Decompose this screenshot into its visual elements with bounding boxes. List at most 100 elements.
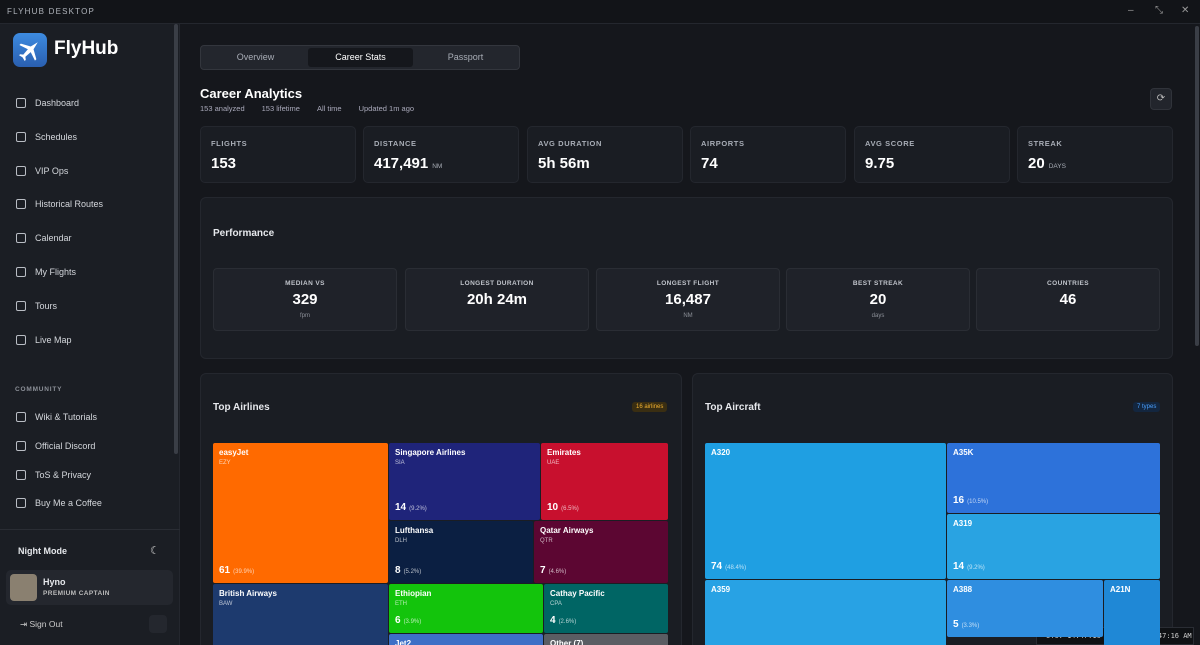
nav-icon (16, 440, 26, 451)
tile-code: CPA (550, 601, 562, 607)
treemap-tile[interactable]: Qatar Airways QTR 7 (4.6%) (534, 521, 668, 583)
section-label: COMMUNITY (15, 386, 63, 393)
tab[interactable]: Overview (203, 48, 308, 67)
tile-name: A359 (711, 585, 731, 594)
performance-card: COUNTRIES 46 (976, 268, 1160, 331)
tile-count-row: 4 (2.6%) (550, 610, 576, 628)
minimize[interactable]: – (1128, 5, 1134, 16)
count-badge: 16 airlines (632, 402, 668, 412)
main-scrollbar (1195, 26, 1199, 346)
treemap-tile[interactable]: A320 74 (48.4%) (705, 443, 946, 579)
app-title: FLYHUB DESKTOP (7, 7, 96, 16)
stat-card: AVG DURATION 5h 56m (527, 126, 683, 183)
tab-label[interactable]: Career Stats (335, 52, 386, 62)
refresh-button[interactable]: ⟳ (1150, 88, 1172, 110)
stat-card: AIRPORTS 74 (690, 126, 846, 183)
tile-code: EZY (219, 460, 231, 466)
tile-name: Ethiopian (395, 589, 432, 598)
logo-plane (19, 42, 38, 61)
tile-name: easyJet (219, 448, 249, 457)
nav-item[interactable]: Dashboard (35, 98, 80, 108)
card-label: BEST STREAK (852, 280, 904, 287)
card-unit: fpm (299, 313, 310, 319)
performance-card: LONGEST FLIGHT 16,487 NM (596, 268, 780, 331)
tile-count: 8 (395, 565, 401, 576)
tile-code: DLH (395, 538, 408, 544)
stat-value: 153 (211, 155, 237, 172)
stat-label: DISTANCE (374, 139, 417, 148)
sign-out-label[interactable]: Sign Out (29, 619, 63, 629)
stat-card: STREAK 20 DAYS (1017, 126, 1173, 183)
stat-value-row: 74 (701, 155, 718, 173)
treemap: easyJet EZY 61 (39.9%) Singapore Airlines SIA… (213, 443, 669, 645)
sidebar: FlyHub Night Mode ☾ Hyno PREMIUM CAPTAIN… (0, 24, 180, 645)
nav-item[interactable]: Tours (35, 300, 58, 311)
tab-label[interactable]: Passport (447, 52, 484, 62)
nav-icon (16, 267, 26, 277)
tile-name: Jet2 (395, 639, 412, 645)
treemap-tile[interactable]: Jet2 (389, 634, 543, 645)
divider (0, 529, 180, 530)
moon-icon[interactable]: ☾ (150, 545, 160, 557)
treemap-tile[interactable]: Singapore Airlines SIA 14 (9.2%) (389, 443, 540, 520)
tile-code: QTR (540, 538, 553, 544)
treemap-tile[interactable]: Other (7) (544, 634, 668, 645)
nav-item[interactable]: Live Map (35, 334, 72, 345)
treemap-tile[interactable]: British Airways BAW (213, 584, 388, 645)
community-item[interactable]: ToS & Privacy (35, 469, 92, 480)
stat-unit: NM (432, 163, 443, 170)
sign-out[interactable]: ⇥ Sign Out (20, 619, 63, 629)
stat-card: DISTANCE 417,491 NM (363, 126, 519, 183)
tab[interactable]: Career Stats (308, 48, 413, 67)
nav-item[interactable]: Historical Routes (35, 199, 104, 210)
community-item[interactable]: Wiki & Tutorials (35, 412, 98, 422)
nav-icon (16, 233, 26, 244)
nav-icon (16, 165, 26, 176)
stat-value: 5h 56m (538, 155, 590, 172)
card-value: 46 (1059, 291, 1077, 308)
stat-value: 74 (701, 155, 718, 172)
treemap-tile[interactable]: Ethiopian ETH 6 (3.9%) (389, 584, 543, 633)
treemap-tile[interactable]: A388 5 (3.3%) (947, 580, 1103, 637)
treemap-tile[interactable]: A319 14 (9.2%) (947, 514, 1160, 579)
treemap-tile[interactable]: Cathay Pacific CPA 4 (2.6%) (544, 584, 668, 633)
treemap-tile[interactable]: A21N (1104, 580, 1160, 645)
nav-item[interactable]: VIP Ops (35, 165, 69, 176)
tile-name: Emirates (547, 448, 581, 457)
nav-icon (16, 131, 26, 142)
card-value: 16,487 (665, 291, 711, 308)
community-item[interactable]: Buy Me a Coffee (35, 498, 102, 509)
treemap-tile[interactable]: A35K 16 (10.5%) (947, 443, 1160, 513)
user-rank: PREMIUM CAPTAIN (43, 590, 110, 597)
tile-count: 74 (711, 561, 723, 572)
night-mode[interactable]: Night Mode (18, 546, 67, 556)
meta-item: 153 lifetime (261, 104, 300, 113)
tile-name: A388 (953, 585, 973, 594)
close[interactable]: ✕ (1181, 5, 1190, 16)
tile-share: (39.9%) (233, 569, 255, 575)
card-label: LONGEST DURATION (460, 280, 534, 287)
tile-count-row: 6 (3.9%) (395, 610, 421, 628)
community-item[interactable]: Official Discord (35, 440, 96, 451)
treemap-tile[interactable]: Emirates UAE 10 (6.5%) (541, 443, 668, 520)
nav-item[interactable]: Calendar (35, 233, 72, 244)
brand: FlyHub (54, 38, 119, 59)
nav-item[interactable]: My Flights (35, 267, 77, 277)
stat-label: AVG DURATION (538, 139, 603, 148)
tile-code: ETH (395, 601, 407, 607)
meta-item: All time (316, 104, 342, 113)
treemap-tile[interactable]: A359 (705, 580, 946, 645)
user-card[interactable]: Hyno PREMIUM CAPTAIN (6, 570, 173, 605)
nav-item[interactable]: Schedules (35, 131, 78, 142)
nav-icon (16, 469, 26, 480)
card-value: 20 (869, 291, 887, 308)
treemap-tile[interactable]: easyJet EZY 61 (39.9%) (213, 443, 388, 583)
tab-label[interactable]: Overview (236, 52, 275, 62)
settings-button[interactable] (149, 615, 167, 633)
treemap-tile[interactable]: Lufthansa DLH 8 (5.2%) (389, 521, 533, 583)
panel-title: Top Airlines (213, 402, 270, 413)
tab[interactable]: Passport (413, 48, 518, 67)
maximize[interactable]: ⤡ (1155, 5, 1163, 16)
stat-value-row: 5h 56m (538, 155, 590, 173)
